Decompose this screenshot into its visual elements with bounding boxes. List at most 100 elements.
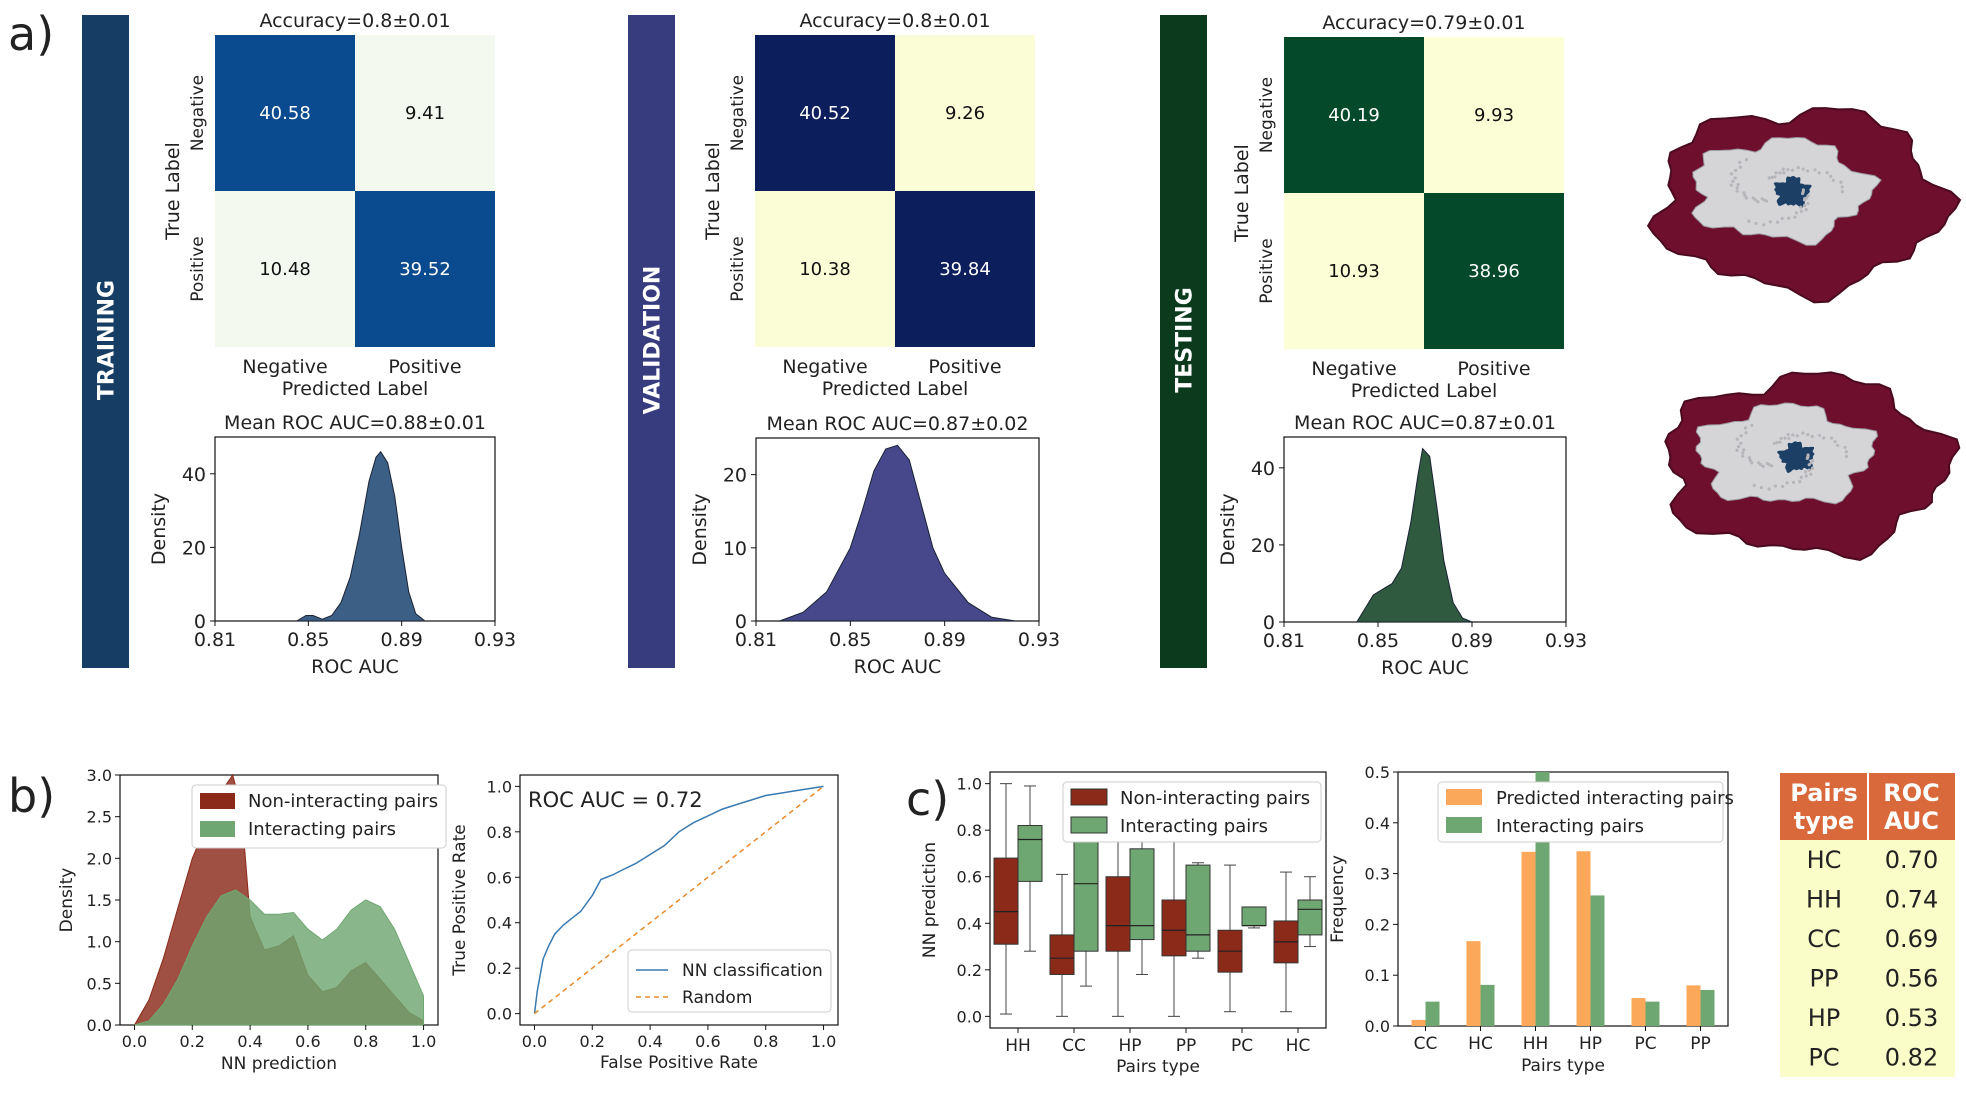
- box_c-xtick-5: HC: [1286, 1036, 1311, 1056]
- protein-texture-dot: [1801, 167, 1805, 171]
- protein-texture-dot: [1844, 450, 1848, 454]
- cm_train-title: Accuracy=0.8±0.01: [259, 10, 450, 32]
- kde_test-density-area: [1355, 447, 1473, 623]
- protein-texture-dot: [1787, 436, 1791, 440]
- cm_test-xtick-0: Negative: [1311, 358, 1396, 380]
- freq_c-bar-CC-1: [1425, 1001, 1440, 1026]
- freq_c-legend-label-1: Interacting pairs: [1496, 816, 1644, 837]
- dens_b-ytick-2: 1.0: [87, 933, 112, 952]
- panel-label-c: c): [906, 772, 949, 826]
- dens_b-xtick-3: 0.6: [295, 1032, 320, 1051]
- table-cell-auc-3: 0.56: [1885, 965, 1938, 993]
- roc_b-frame: [519, 774, 839, 1026]
- freq_c-xtick-2: HH: [1523, 1034, 1549, 1054]
- cm_test-value-0-1: 9.93: [1474, 105, 1514, 126]
- box_c-box-HH-1: [1017, 825, 1043, 882]
- protein-texture-dot: [1738, 160, 1742, 164]
- table-cell-type-3: PP: [1810, 965, 1839, 993]
- kde_train-title: Mean ROC AUC=0.88±0.01: [224, 412, 486, 434]
- roc_b-ytick-5: 1.0: [487, 777, 512, 796]
- freq_c-xtick-0: CC: [1414, 1034, 1438, 1054]
- roc_b-xtick-2: 0.4: [637, 1032, 662, 1051]
- freq_c-xtick-1: HC: [1468, 1034, 1493, 1054]
- protein-texture-dot: [1773, 484, 1777, 488]
- box_c-ytick-2: 0.4: [957, 914, 982, 933]
- freq_c-ytick-5: 0.5: [1365, 763, 1390, 782]
- table-cell-auc-2: 0.69: [1885, 925, 1938, 953]
- phase-bar-training: [82, 15, 129, 668]
- freq_c-ytick-1: 0.1: [1365, 966, 1390, 985]
- dens_b-legend-swatch-0: [200, 793, 235, 809]
- kde_val-xtick-2: 0.89: [924, 629, 966, 651]
- protein-texture-dot: [1731, 179, 1735, 183]
- freq_c-bar-HC-1: [1480, 984, 1495, 1026]
- protein-texture-dot: [1791, 433, 1795, 437]
- kde_val-title: Mean ROC AUC=0.87±0.02: [767, 413, 1029, 435]
- protein-texture-dot: [1735, 448, 1739, 452]
- table-cell-type-0: HC: [1807, 846, 1842, 874]
- protein-texture-dot: [1750, 423, 1754, 427]
- roc_b-ytick-3: 0.6: [487, 868, 512, 887]
- cm_val-value-1-0: 10.38: [799, 259, 851, 280]
- table-cell-type-2: CC: [1807, 925, 1841, 953]
- protein-texture-dot: [1768, 220, 1772, 224]
- protein-texture-dot: [1743, 426, 1747, 430]
- box_c-ytick-0: 0.0: [957, 1007, 982, 1026]
- dens_b-ytick-3: 1.5: [87, 891, 112, 910]
- box_c-xtick-1: CC: [1062, 1036, 1086, 1056]
- protein-texture-dot: [1736, 445, 1741, 449]
- protein-texture-dot: [1775, 441, 1779, 445]
- kde_test-xtick-3: 0.93: [1545, 630, 1587, 652]
- dens_b-ytick-6: 3.0: [87, 766, 112, 785]
- dens_b-xtick-5: 1.0: [411, 1032, 436, 1051]
- box_c-ytick-1: 0.2: [957, 961, 982, 980]
- protein-binding-site: [1777, 441, 1815, 474]
- protein-texture-dot: [1729, 172, 1734, 176]
- protein-texture-dot: [1804, 470, 1808, 474]
- freq_c-ytick-2: 0.2: [1365, 915, 1390, 934]
- dens_b-series-1-area: [134, 889, 425, 1026]
- protein-texture-dot: [1804, 474, 1808, 478]
- cm_train-ytick-1: Positive: [188, 236, 208, 302]
- dens_b-xtick-0: 0.0: [122, 1032, 147, 1051]
- protein-texture-dot: [1798, 480, 1802, 484]
- cm_test-ytick-1: Positive: [1257, 238, 1277, 304]
- protein-texture-dot: [1781, 167, 1785, 171]
- box_c-ytick-5: 1.0: [957, 775, 982, 794]
- cm_val-value-1-1: 39.84: [939, 259, 991, 280]
- protein-texture-dot: [1741, 454, 1745, 458]
- protein-texture-dot: [1747, 456, 1751, 460]
- table-cell-auc-0: 0.70: [1885, 846, 1938, 874]
- cm_train-xlabel: Predicted Label: [282, 378, 429, 400]
- protein-texture-dot: [1825, 171, 1829, 175]
- protein-texture-dot: [1750, 461, 1754, 465]
- protein-texture-dot: [1833, 440, 1837, 444]
- protein-texture-dot: [1741, 451, 1745, 455]
- protein-texture-dot: [1752, 483, 1756, 488]
- protein-texture-dot: [1810, 466, 1815, 470]
- roc_b-random-line: [533, 785, 825, 1015]
- freq_c-bar-PP-1: [1700, 989, 1715, 1026]
- box_c-xtick-0: HH: [1005, 1036, 1031, 1056]
- protein-texture-dot: [1813, 168, 1817, 172]
- kde_val-ylabel: Density: [689, 493, 711, 565]
- protein-texture-dot: [1801, 431, 1805, 435]
- cm_train-ylabel: True Label: [162, 142, 184, 241]
- kde_val-ytick-0: 0: [735, 611, 747, 633]
- kde_train-density-area: [296, 450, 427, 622]
- table-cell-type-4: HP: [1808, 1004, 1841, 1032]
- table-cell-auc-5: 0.82: [1885, 1044, 1938, 1072]
- cm_train-value-1-0: 10.48: [259, 259, 311, 280]
- protein-texture-dot: [1799, 209, 1804, 213]
- protein-texture-dot: [1790, 168, 1795, 172]
- cm_test-cell-1-0: [1284, 193, 1424, 349]
- box_c-box-HP-1: [1129, 848, 1155, 941]
- protein-texture-dot: [1778, 440, 1782, 444]
- box_c-box-HH-0: [993, 857, 1019, 945]
- cm_test-xlabel: Predicted Label: [1351, 380, 1498, 402]
- box_c-box-PC-1: [1241, 906, 1267, 927]
- roc_b-xtick-4: 0.8: [753, 1032, 778, 1051]
- dens_b-legend-swatch-1: [200, 821, 235, 837]
- kde_val-xtick-1: 0.85: [829, 629, 871, 651]
- box_c-xtick-3: PP: [1176, 1036, 1197, 1056]
